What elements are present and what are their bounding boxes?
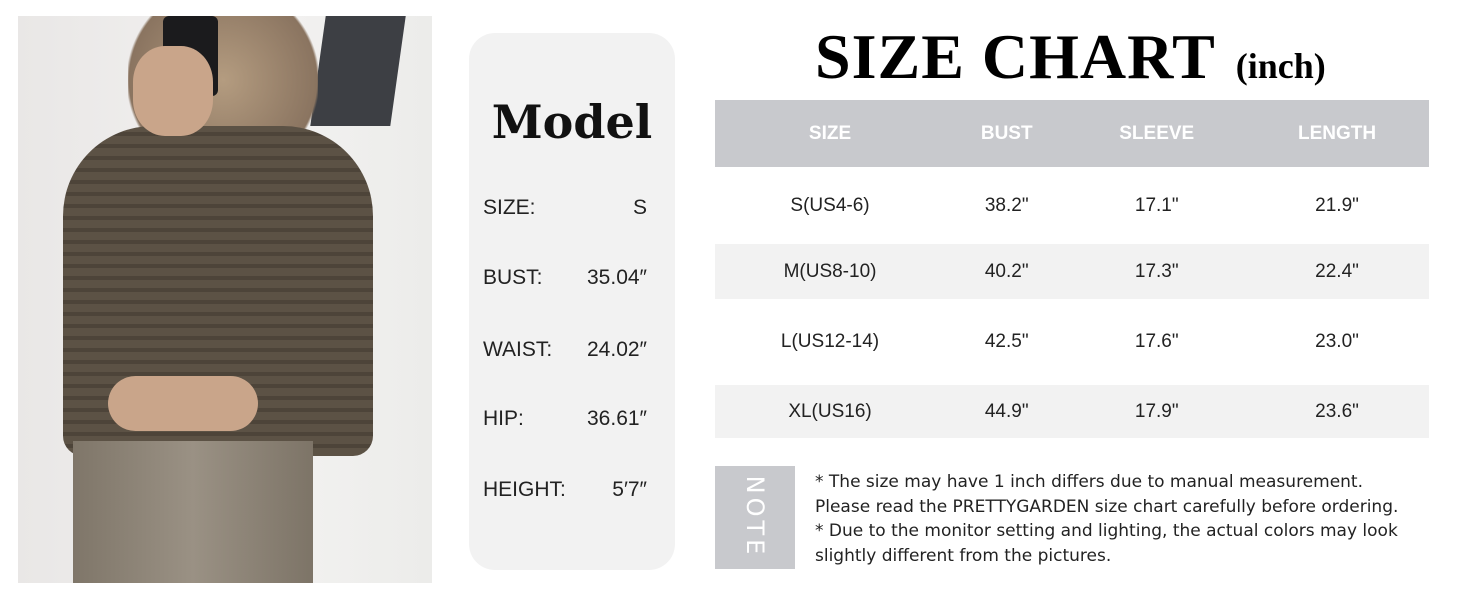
- model-row-size: SIZE: S: [483, 196, 647, 220]
- label: SIZE:: [483, 196, 536, 219]
- cell: M(US8-10): [715, 244, 946, 299]
- cell: 44.9": [945, 385, 1069, 438]
- header-bust: BUST: [945, 100, 1069, 167]
- model-card: Model SIZE: S BUST: 35.04″ WAIST: 24.02″ HI…: [469, 33, 675, 570]
- model-title: Model: [491, 95, 653, 149]
- value: 35.04″: [587, 266, 647, 289]
- label: WAIST:: [483, 338, 553, 361]
- note-line: slightly different from the pictures.: [815, 545, 1112, 566]
- value: S: [632, 196, 647, 219]
- label: HEIGHT:: [483, 478, 566, 501]
- size-chart-title: SIZE CHART (inch): [815, 20, 1326, 94]
- cell: 17.1": [1134, 194, 1179, 216]
- table-row: M(US8-10) 40.2" 17.3" 22.4": [715, 244, 1429, 299]
- cell: XL(US16): [715, 385, 946, 438]
- value: 5′7″: [612, 478, 647, 501]
- unit-text: (inch): [1235, 46, 1326, 86]
- note-label-box: NOTE: [715, 466, 795, 569]
- note-line: * Due to the monitor setting and lightin…: [815, 521, 1398, 541]
- table-row: L(US12-14) 42.5" 17.6" 23.0": [715, 299, 1429, 385]
- label: BUST:: [483, 266, 543, 289]
- hand-shape: [133, 46, 213, 136]
- table-row: S(US4-6) 38.2" 17.1" 21.9": [715, 167, 1429, 244]
- cell: 17.6": [1134, 331, 1179, 352]
- note-line: Please read the PRETTYGARDEN size chart …: [815, 496, 1399, 517]
- cell: 21.9": [1315, 194, 1359, 216]
- table-row: XL(US16) 44.9" 17.9" 23.6": [715, 385, 1429, 438]
- header-row: SIZE BUST SLEEVE LENGTH: [715, 100, 1429, 167]
- cell: S(US4-6): [790, 194, 870, 216]
- note-label: NOTE: [741, 475, 769, 559]
- value: 36.61″: [587, 407, 647, 430]
- header-length: LENGTH: [1245, 100, 1429, 167]
- value: 24.02″: [587, 338, 647, 361]
- door-shape: [310, 16, 406, 126]
- label: HIP:: [483, 407, 524, 430]
- cell: 23.6": [1245, 385, 1429, 438]
- cell: L(US12-14): [780, 331, 880, 352]
- cell: 17.3": [1068, 244, 1246, 299]
- cell: 40.2": [945, 244, 1069, 299]
- note-text: * The size may have 1 inch differs due t…: [815, 470, 1398, 568]
- model-row-hip: HIP: 36.61″: [483, 407, 647, 431]
- cell: 17.9": [1068, 385, 1246, 438]
- title-text: SIZE CHART: [815, 21, 1216, 92]
- model-row-height: HEIGHT: 5′7″: [483, 478, 647, 502]
- cell: 22.4": [1245, 244, 1429, 299]
- header-size: SIZE: [715, 100, 946, 167]
- pants-shape: [73, 441, 313, 583]
- model-row-bust: BUST: 35.04″: [483, 266, 647, 290]
- header-sleeve: SLEEVE: [1068, 100, 1246, 167]
- cell: 38.2": [984, 194, 1029, 216]
- size-table: SIZE BUST SLEEVE LENGTH S(US4-6) 38.2" 17.…: [715, 100, 1429, 438]
- cell: 23.0": [1315, 331, 1359, 352]
- model-row-waist: WAIST: 24.02″: [483, 338, 647, 362]
- model-photo: [18, 16, 432, 583]
- cell: 42.5": [984, 331, 1029, 352]
- note-line: * The size may have 1 inch differs due t…: [815, 472, 1364, 492]
- arm-shape: [108, 376, 258, 431]
